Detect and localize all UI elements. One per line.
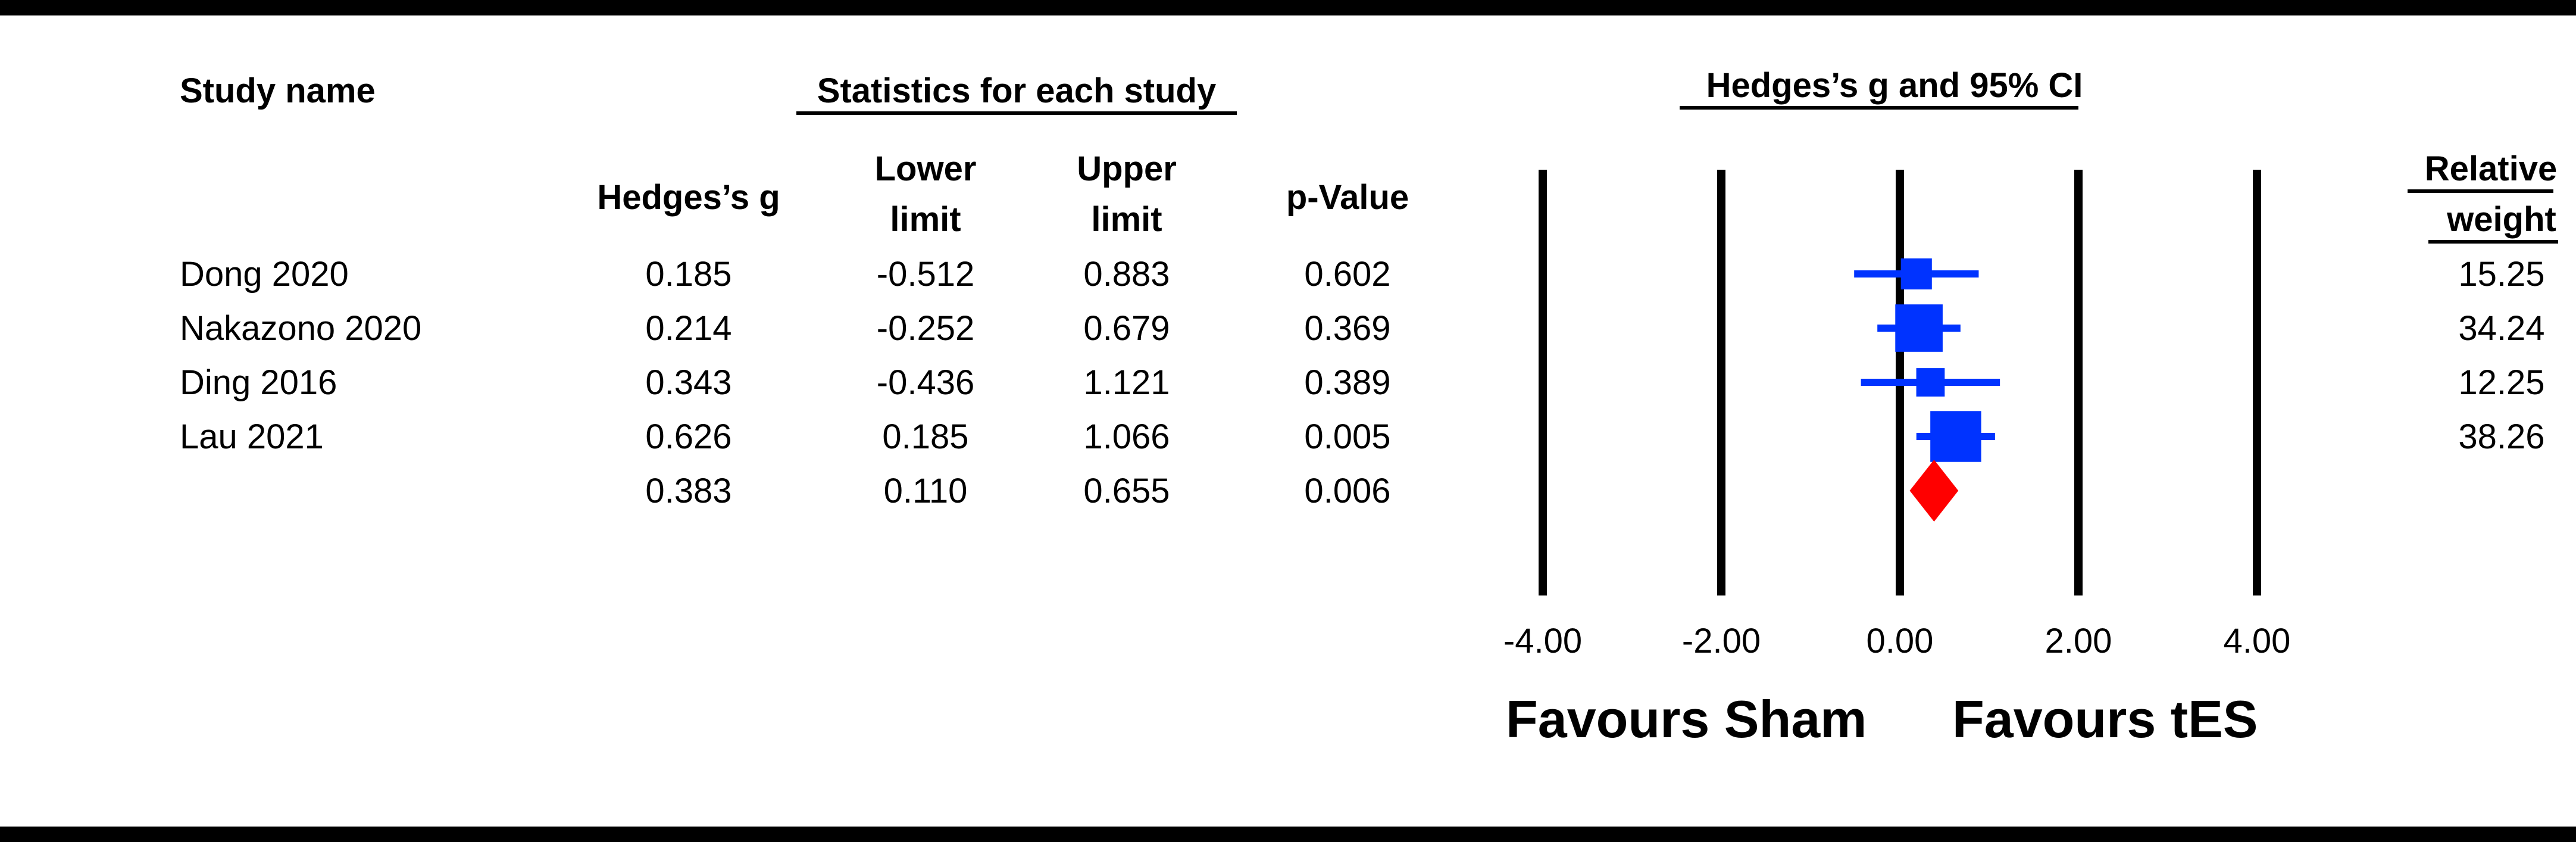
cell-relative-weight: 12.25 — [2458, 363, 2544, 402]
summary-cell-hedges-g: 0.383 — [645, 472, 731, 510]
effect-marker — [1916, 368, 1945, 397]
header-weight-line2: weight — [2446, 200, 2556, 239]
study-table: Dong 2020 0.185 -0.512 0.883 0.602 15.25 Nakaz… — [180, 255, 2545, 510]
study-name-cell: Nakazono 2020 — [180, 309, 421, 348]
header-lower-line2: limit — [890, 200, 961, 239]
summary-cell-p-value: 0.006 — [1304, 472, 1390, 510]
header-plot-group: Hedges’s g and 95% CI — [1706, 66, 2083, 105]
study-name-cell: Ding 2016 — [180, 363, 337, 402]
x-tick-label: 2.00 — [2045, 622, 2112, 660]
x-tick-label: 0.00 — [1867, 622, 1934, 660]
study-name-cell: Lau 2021 — [180, 417, 324, 456]
cell-upper-limit: 0.679 — [1083, 309, 1170, 348]
header-pvalue: p-Value — [1286, 178, 1409, 217]
cell-lower-limit: -0.252 — [877, 309, 974, 348]
cell-upper-limit: 0.883 — [1083, 255, 1170, 294]
header-study-name: Study name — [180, 71, 376, 110]
cell-upper-limit: 1.121 — [1083, 363, 1170, 402]
cell-hedges-g: 0.626 — [645, 417, 731, 456]
cell-relative-weight: 34.24 — [2458, 309, 2544, 348]
header-weight-line1: Relative — [2425, 149, 2557, 188]
favours-sham-label: Favours Sham — [1506, 690, 1867, 749]
summary-cell-upper-limit: 0.655 — [1083, 472, 1170, 510]
cell-lower-limit: -0.436 — [877, 363, 974, 402]
header-upper-line1: Upper — [1077, 149, 1177, 188]
header-upper-line2: limit — [1091, 200, 1162, 239]
effect-marker — [1930, 411, 1981, 462]
cell-p-value: 0.602 — [1304, 255, 1390, 294]
effect-marker — [1895, 304, 1943, 352]
cell-p-value: 0.005 — [1304, 417, 1390, 456]
cell-relative-weight: 15.25 — [2458, 255, 2544, 294]
top-rule — [0, 0, 2576, 15]
header-hedges-g: Hedges’s g — [597, 178, 780, 217]
favours-tes-label: Favours tES — [1952, 690, 2258, 749]
cell-lower-limit: 0.185 — [882, 417, 968, 456]
x-tick-label: 4.00 — [2224, 622, 2291, 660]
bottom-rule — [0, 827, 2576, 842]
summary-diamond — [1909, 460, 1959, 522]
cell-hedges-g: 0.185 — [645, 255, 731, 294]
effect-marker — [1900, 258, 1932, 290]
x-tick-label: -2.00 — [1682, 622, 1761, 660]
cell-hedges-g: 0.214 — [645, 309, 731, 348]
cell-p-value: 0.369 — [1304, 309, 1390, 348]
cell-upper-limit: 1.066 — [1083, 417, 1170, 456]
cell-hedges-g: 0.343 — [645, 363, 731, 402]
summary-cell-lower-limit: 0.110 — [884, 472, 968, 510]
header-lower-line1: Lower — [875, 149, 977, 188]
cell-relative-weight: 38.26 — [2458, 417, 2544, 456]
cell-p-value: 0.389 — [1304, 363, 1390, 402]
study-name-cell: Dong 2020 — [180, 255, 349, 294]
header-stats-group: Statistics for each study — [817, 71, 1216, 110]
x-tick-label: -4.00 — [1503, 622, 1582, 660]
cell-lower-limit: -0.512 — [877, 255, 974, 294]
forest-plot-area: -4.00 -2.00 0.00 2.00 4.00 — [1503, 170, 2291, 660]
